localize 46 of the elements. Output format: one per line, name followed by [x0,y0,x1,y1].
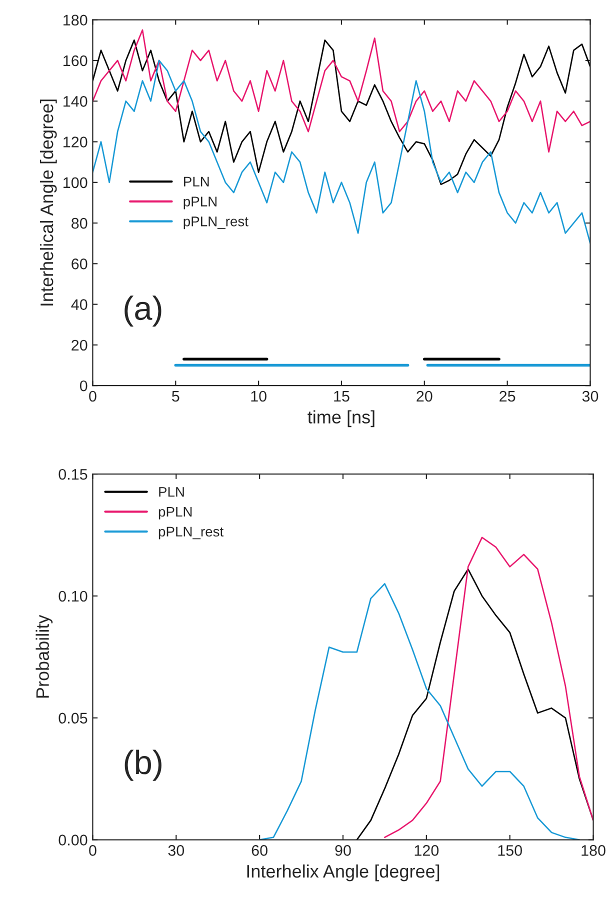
y-tick-label: 60 [72,258,88,270]
y-tick-label: 160 [64,55,88,66]
y-tick-label: 120 [64,136,88,148]
y-tick-label: 100 [64,177,88,188]
x-tick-label: 60 [252,845,268,856]
legend-label: pPLN_rest [184,216,248,230]
line-series [92,39,590,186]
y-tick-label: 20 [72,340,88,351]
legend-label: PLN [184,176,209,186]
y-tick-label: 140 [64,96,88,107]
legend-label: pPLN [158,506,192,520]
x-tick-label: 180 [582,845,606,856]
legend-label: PLN [159,487,184,497]
line-series [384,536,594,838]
x-tick-label: 20 [416,390,432,402]
y-tick-label: 0.00 [58,834,88,846]
line-series [92,29,590,153]
y-tick-label: 0.10 [58,590,88,602]
y-axis-title: Probability [36,614,53,698]
y-axis-title: Interhelical Angle [degree] [40,100,57,306]
line-series [92,60,590,244]
annotation: (a) [124,296,162,327]
y-tick-label: 0.05 [58,712,88,724]
y-tick-label: 0 [80,380,88,392]
x-axis-title: time [ns] [308,410,374,428]
x-tick-label: 10 [251,390,266,402]
y-tick-label: 0.15 [58,468,88,480]
x-tick-label: 0 [89,390,96,402]
legend-label: pPLN_rest [158,526,224,540]
annotation: (b) [124,750,162,781]
x-tick-label: 30 [582,390,598,402]
x-tick-label: 30 [168,845,184,856]
x-tick-label: 0 [89,845,96,856]
x-tick-label: 5 [172,391,180,402]
x-tick-label: 25 [500,390,516,402]
line-series [258,583,580,840]
x-tick-label: 150 [498,845,522,856]
x-tick-label: 90 [335,845,351,856]
x-tick-label: 15 [334,391,350,402]
y-tick-label: 40 [71,299,88,310]
line-series [356,568,594,840]
x-axis-title: Interhelix Angle [degree] [247,864,440,882]
y-tick-label: 180 [64,14,88,26]
y-tick-label: 80 [72,218,88,229]
x-tick-label: 120 [414,845,439,856]
legend-label: pPLN [184,196,216,210]
